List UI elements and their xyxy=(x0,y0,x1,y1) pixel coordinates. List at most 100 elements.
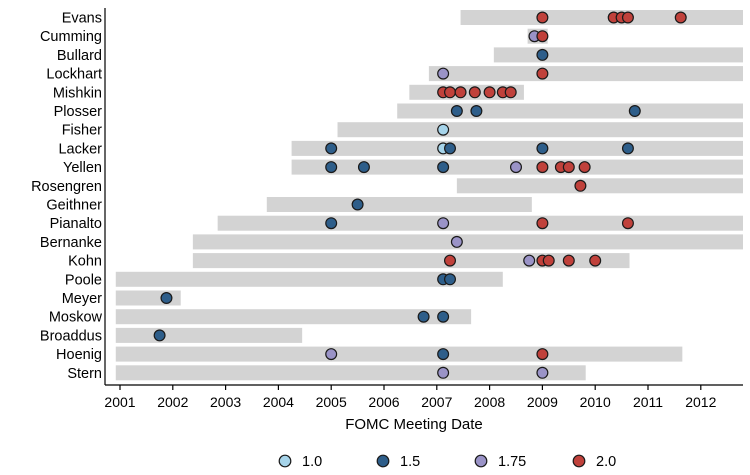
tenure-bar-fisher xyxy=(337,122,743,138)
x-tick-label-2011: 2011 xyxy=(633,394,663,410)
point-moskow-1 xyxy=(437,310,450,323)
member-label-meyer: Meyer xyxy=(62,291,102,307)
point-plosser-0 xyxy=(450,104,463,117)
point-pianalto-3 xyxy=(621,217,634,230)
x-ticks: 2001 2002 2003 2004 2005 2006 2007 2008 2009 2010… xyxy=(104,385,717,410)
member-label-stern: Stern xyxy=(67,366,102,382)
legend-marker-1-5 xyxy=(376,454,390,468)
legend-label-1-0: 1.0 xyxy=(302,454,322,470)
legend-marker-1-0 xyxy=(278,454,292,468)
point-bernanke-0 xyxy=(450,235,463,248)
point-yellen-0 xyxy=(325,161,338,174)
member-labels: Evans Cumming Bullard Lockhart Mishkin Plosse… xyxy=(31,11,102,382)
point-fisher-0 xyxy=(437,123,450,136)
point-mishkin-1 xyxy=(444,86,457,99)
x-tick-label-2007: 2007 xyxy=(421,394,452,410)
tenure-bar-moskow xyxy=(115,309,472,325)
point-kohn-1 xyxy=(523,254,536,267)
point-mishkin-2 xyxy=(454,86,467,99)
tenure-bar-rosengren xyxy=(456,178,743,194)
x-tick-label-2005: 2005 xyxy=(316,394,347,410)
member-label-plosser: Plosser xyxy=(54,104,103,120)
point-mishkin-4 xyxy=(483,86,496,99)
x-tick-label-2003: 2003 xyxy=(210,394,241,410)
point-geithner-0 xyxy=(351,198,364,211)
point-lockhart-0 xyxy=(437,67,450,80)
point-pianalto-1 xyxy=(437,217,450,230)
point-evans-3 xyxy=(621,11,634,24)
x-tick-label-2002: 2002 xyxy=(157,394,188,410)
point-yellen-6 xyxy=(562,161,575,174)
point-stern-1 xyxy=(536,366,549,379)
tenure-bar-bernanke xyxy=(192,234,743,250)
tenure-bar-broaddus xyxy=(115,327,303,343)
point-lacker-0 xyxy=(325,142,338,155)
point-bullard-0 xyxy=(536,48,549,61)
point-hoenig-0 xyxy=(325,348,338,361)
point-yellen-4 xyxy=(536,161,549,174)
point-yellen-2 xyxy=(437,161,450,174)
point-hoenig-2 xyxy=(536,348,549,361)
point-broaddus-0 xyxy=(153,329,166,342)
point-plosser-1 xyxy=(470,104,483,117)
point-kohn-4 xyxy=(562,254,575,267)
point-lockhart-1 xyxy=(536,67,549,80)
point-evans-0 xyxy=(536,11,549,24)
legend-label-2-0: 2.0 xyxy=(596,454,616,470)
point-lacker-3 xyxy=(536,142,549,155)
point-kohn-5 xyxy=(589,254,602,267)
point-evans-4 xyxy=(674,11,687,24)
data-points xyxy=(153,11,687,379)
point-stern-0 xyxy=(437,366,450,379)
tenure-bar-kohn xyxy=(192,253,630,269)
member-label-hoenig: Hoenig xyxy=(56,347,102,363)
member-label-geithner: Geithner xyxy=(46,198,102,214)
x-tick-label-2004: 2004 xyxy=(263,394,294,410)
x-tick-label-2009: 2009 xyxy=(527,394,558,410)
point-pianalto-0 xyxy=(325,217,338,230)
tenure-bar-geithner xyxy=(266,197,532,212)
legend-marker-2-0 xyxy=(572,454,586,468)
x-tick-label-2001: 2001 xyxy=(104,394,135,410)
tenure-bar-hoenig xyxy=(115,346,683,362)
member-label-mishkin: Mishkin xyxy=(53,85,102,101)
legend: 1.0 1.5 1.75 2.0 xyxy=(278,454,616,470)
x-tick-label-2006: 2006 xyxy=(368,394,399,410)
tenure-bar-plosser xyxy=(397,103,743,119)
x-axis-title: FOMC Meeting Date xyxy=(345,416,483,433)
x-tick-label-2010: 2010 xyxy=(580,394,611,410)
point-rosengren-0 xyxy=(574,179,587,192)
point-hoenig-1 xyxy=(437,348,450,361)
point-cumming-1 xyxy=(536,30,549,43)
tenure-bar-stern xyxy=(115,365,586,381)
member-label-kohn: Kohn xyxy=(68,254,102,270)
tenure-bar-lockhart xyxy=(428,66,743,82)
legend-marker-1-75 xyxy=(474,454,488,468)
point-pianalto-2 xyxy=(536,217,549,230)
legend-label-1-5: 1.5 xyxy=(400,454,420,470)
point-yellen-3 xyxy=(510,161,523,174)
legend-label-1-75: 1.75 xyxy=(498,454,526,470)
x-tick-label-2008: 2008 xyxy=(474,394,505,410)
point-yellen-7 xyxy=(578,161,591,174)
point-moskow-0 xyxy=(417,310,430,323)
member-label-yellen: Yellen xyxy=(63,160,102,176)
tenure-bar-lacker xyxy=(291,140,743,156)
point-mishkin-3 xyxy=(468,86,481,99)
member-label-lockhart: Lockhart xyxy=(46,67,102,83)
member-label-lacker: Lacker xyxy=(58,141,102,157)
member-label-rosengren: Rosengren xyxy=(31,179,102,195)
axes xyxy=(104,8,743,386)
point-mishkin-6 xyxy=(504,86,517,99)
member-label-cumming: Cumming xyxy=(40,29,102,45)
tenure-bar-poole xyxy=(115,271,503,287)
point-kohn-0 xyxy=(444,254,457,267)
point-kohn-3 xyxy=(542,254,555,267)
point-poole-1 xyxy=(444,273,457,286)
tenure-bar-bullard xyxy=(493,47,743,63)
member-label-moskow: Moskow xyxy=(49,310,103,326)
point-lacker-4 xyxy=(621,142,634,155)
tenure-bar-evans xyxy=(460,10,743,25)
member-label-evans: Evans xyxy=(62,11,102,27)
